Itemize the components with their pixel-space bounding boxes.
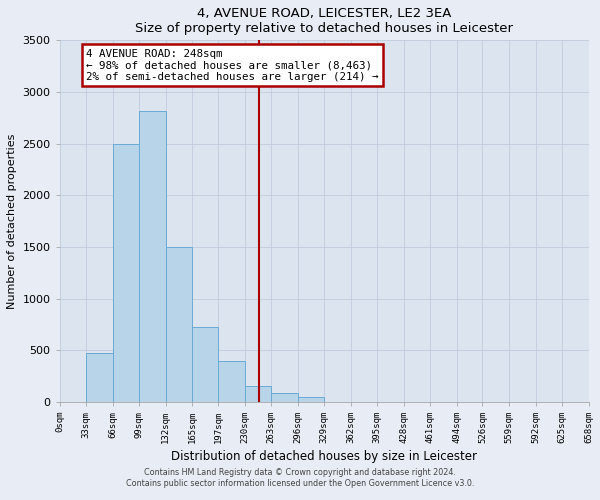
- Bar: [192, 328, 218, 402]
- Bar: [271, 392, 298, 402]
- X-axis label: Distribution of detached houses by size in Leicester: Distribution of detached houses by size …: [171, 450, 477, 463]
- Y-axis label: Number of detached properties: Number of detached properties: [7, 134, 17, 308]
- Bar: [298, 397, 324, 402]
- Title: 4, AVENUE ROAD, LEICESTER, LE2 3EA
Size of property relative to detached houses : 4, AVENUE ROAD, LEICESTER, LE2 3EA Size …: [135, 7, 513, 35]
- Bar: [139, 110, 166, 402]
- Bar: [166, 247, 192, 402]
- Bar: [218, 360, 245, 402]
- Bar: [245, 386, 271, 402]
- Text: Contains HM Land Registry data © Crown copyright and database right 2024.
Contai: Contains HM Land Registry data © Crown c…: [126, 468, 474, 487]
- Text: 4 AVENUE ROAD: 248sqm
← 98% of detached houses are smaller (8,463)
2% of semi-de: 4 AVENUE ROAD: 248sqm ← 98% of detached …: [86, 48, 379, 82]
- Bar: [86, 354, 113, 402]
- Bar: [113, 144, 139, 402]
